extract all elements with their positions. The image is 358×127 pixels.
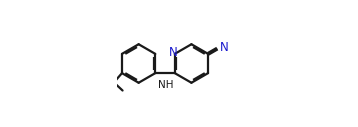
Text: NH: NH xyxy=(158,80,173,90)
Text: N: N xyxy=(219,42,228,54)
Text: N: N xyxy=(169,46,178,59)
